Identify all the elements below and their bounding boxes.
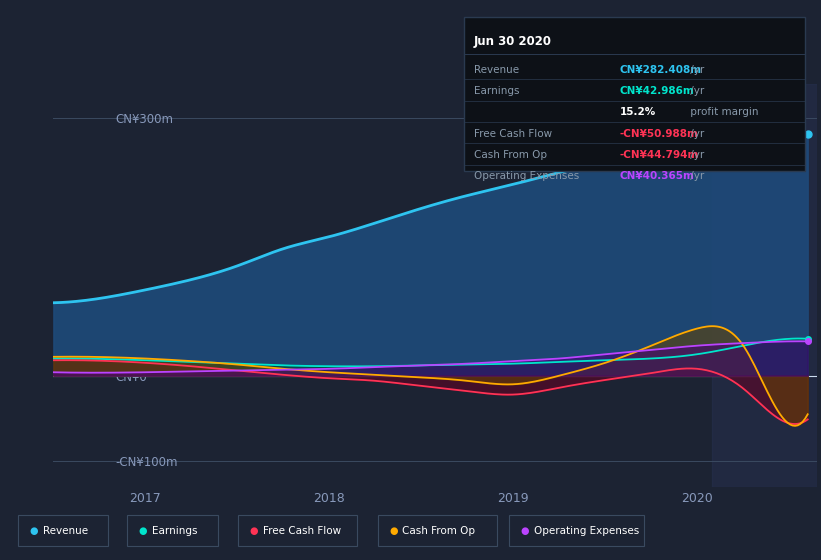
Text: Earnings: Earnings [474, 86, 519, 96]
Text: Revenue: Revenue [474, 65, 519, 75]
Text: 15.2%: 15.2% [620, 108, 656, 118]
Text: /yr: /yr [687, 65, 704, 75]
Text: -CN¥50.988m: -CN¥50.988m [620, 129, 699, 139]
Text: Jun 30 2020: Jun 30 2020 [474, 35, 552, 48]
Text: /yr: /yr [687, 150, 704, 160]
Text: CN¥40.365m: CN¥40.365m [620, 171, 695, 181]
Text: CN¥42.986m: CN¥42.986m [620, 86, 695, 96]
Text: ●: ● [30, 526, 38, 535]
Text: Revenue: Revenue [43, 526, 88, 535]
Text: ●: ● [389, 526, 397, 535]
Text: Operating Expenses: Operating Expenses [474, 171, 579, 181]
Text: /yr: /yr [687, 86, 704, 96]
Text: Free Cash Flow: Free Cash Flow [263, 526, 341, 535]
Text: Earnings: Earnings [152, 526, 197, 535]
Text: ●: ● [250, 526, 258, 535]
Text: Free Cash Flow: Free Cash Flow [474, 129, 552, 139]
Text: /yr: /yr [687, 129, 704, 139]
Text: CN¥282.408m: CN¥282.408m [620, 65, 702, 75]
Text: profit margin: profit margin [687, 108, 759, 118]
Bar [712, 84, 817, 487]
Text: ●: ● [521, 526, 529, 535]
Text: Operating Expenses: Operating Expenses [534, 526, 639, 535]
Text: -CN¥44.794m: -CN¥44.794m [620, 150, 699, 160]
Text: Cash From Op: Cash From Op [474, 150, 547, 160]
Text: Cash From Op: Cash From Op [402, 526, 475, 535]
Text: ●: ● [139, 526, 147, 535]
Text: /yr: /yr [687, 171, 704, 181]
